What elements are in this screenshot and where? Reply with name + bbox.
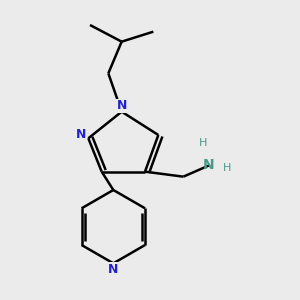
Text: H: H xyxy=(223,163,231,173)
Text: N: N xyxy=(108,263,119,276)
Text: N: N xyxy=(116,99,127,112)
Text: H: H xyxy=(199,138,208,148)
Text: N: N xyxy=(202,158,214,172)
Text: N: N xyxy=(76,128,86,142)
